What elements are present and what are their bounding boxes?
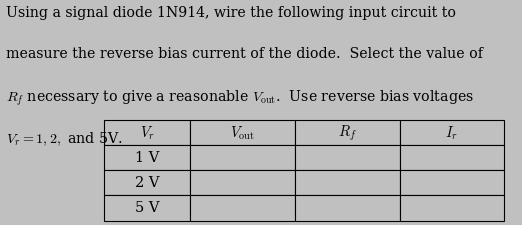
Bar — [295, 196, 399, 220]
Bar — [190, 196, 295, 220]
Bar — [399, 196, 504, 220]
Bar — [190, 145, 295, 171]
Text: 2 V: 2 V — [135, 176, 160, 190]
Bar — [399, 171, 504, 196]
Bar — [104, 196, 190, 220]
Text: $R_f$: $R_f$ — [338, 123, 357, 143]
Text: Using a signal diode 1N914, wire the following input circuit to: Using a signal diode 1N914, wire the fol… — [6, 6, 456, 20]
Bar — [295, 120, 399, 145]
Bar — [190, 171, 295, 196]
Text: $V_r$: $V_r$ — [140, 124, 155, 142]
Text: $I_r$: $I_r$ — [445, 124, 458, 142]
Bar — [104, 120, 190, 145]
Text: 5 V: 5 V — [135, 201, 160, 215]
Text: measure the reverse bias current of the diode.  Select the value of: measure the reverse bias current of the … — [6, 47, 483, 61]
Text: $R_f$ necessary to give a reasonable $V_{\mathrm{out}}$.  Use reverse bias volta: $R_f$ necessary to give a reasonable $V_… — [6, 89, 474, 108]
Text: 1 V: 1 V — [135, 151, 160, 165]
Text: $V_r = 1, 2,$ and 5V.: $V_r = 1, 2,$ and 5V. — [6, 130, 123, 148]
Bar — [399, 120, 504, 145]
Text: $V_{\mathrm{out}}$: $V_{\mathrm{out}}$ — [230, 124, 255, 142]
Bar — [190, 120, 295, 145]
Bar — [104, 145, 190, 171]
Bar — [295, 145, 399, 171]
Bar — [399, 145, 504, 171]
Bar — [295, 171, 399, 196]
Bar — [104, 171, 190, 196]
